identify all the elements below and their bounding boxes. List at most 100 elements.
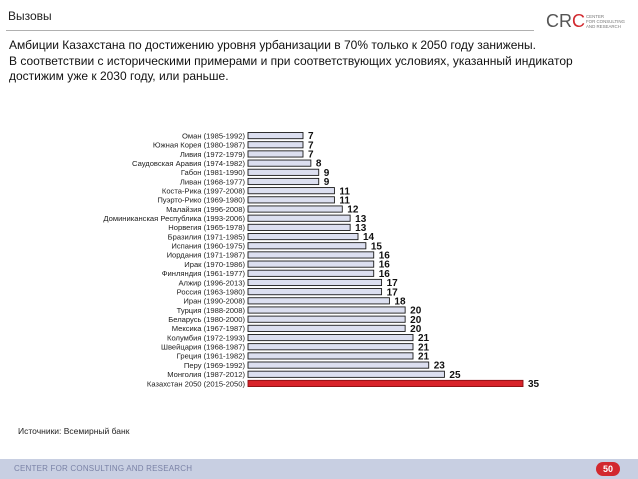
bar-value-label: 7 <box>308 131 314 142</box>
source-note: Источники: Всемирный банк <box>18 426 130 436</box>
bar-value-label: 16 <box>379 260 391 271</box>
category-label: Греция (1961-1982) <box>177 352 246 361</box>
bar-value-label: 17 <box>387 278 399 289</box>
bar-value-label: 21 <box>418 352 430 363</box>
category-label: Ирак (1970-1986) <box>184 260 245 269</box>
bar-value-label: 20 <box>410 315 422 326</box>
bar <box>247 333 414 342</box>
bar <box>247 196 335 204</box>
bar-value-label: 20 <box>410 324 422 335</box>
footer-bar: CENTER FOR CONSULTING AND RESEARCH 50 <box>0 459 638 479</box>
category-label: Пуэрто-Рико (1969-1980) <box>157 196 245 205</box>
page-number-badge: 50 <box>596 462 620 476</box>
category-label: Испания (1960-1975) <box>171 242 245 251</box>
bar-value-label: 7 <box>308 150 314 161</box>
bar-value-label: 16 <box>379 269 391 280</box>
bar <box>247 150 304 158</box>
bar-value-label: 9 <box>324 177 330 188</box>
bar-value-label: 12 <box>347 205 359 216</box>
bar-value-label: 17 <box>387 287 399 298</box>
bar-value-label: 35 <box>528 379 540 390</box>
bar-value-label: 11 <box>339 186 350 197</box>
bar-value-label: 7 <box>308 140 314 151</box>
category-label: Бразилия (1971-1985) <box>168 232 246 241</box>
category-label: Норвегия (1965-1978) <box>168 223 245 232</box>
category-label: Монголия (1987-2012) <box>167 370 245 379</box>
bar-value-label: 11 <box>339 195 350 206</box>
bar-value-label: 23 <box>434 361 446 372</box>
category-label: Оман (1985-1992) <box>182 131 245 140</box>
footer-text: CENTER FOR CONSULTING AND RESEARCH <box>14 464 193 473</box>
bar <box>247 324 406 332</box>
bar-value-label: 20 <box>410 306 422 317</box>
bar-value-label: 16 <box>379 251 391 262</box>
bar-highlight <box>247 379 524 388</box>
bar <box>247 159 312 167</box>
bar <box>247 233 359 241</box>
bar <box>247 242 367 250</box>
slide-section-title: Вызовы <box>8 9 52 23</box>
bar-value-label: 9 <box>324 168 330 179</box>
category-label: Южная Корея (1980-1987) <box>153 141 246 150</box>
bar <box>247 361 430 369</box>
category-label: Турция (1988-2008) <box>177 306 246 315</box>
bar <box>247 205 343 213</box>
bar <box>247 141 304 149</box>
logo-mark-accent: C <box>572 11 585 31</box>
bar-value-label: 13 <box>355 223 367 234</box>
category-label: Коста-Рика (1997-2008) <box>162 186 246 195</box>
bar <box>247 269 375 277</box>
bar <box>247 177 320 186</box>
chart-svg: Оман (1985-1992) 7 Южная Корея (1980-1987)… <box>103 131 540 390</box>
category-label: Мексика (1967-1987) <box>172 324 246 333</box>
category-label: Ливия (1972-1979) <box>180 150 246 159</box>
category-label: Беларусь (1980-2000) <box>168 315 245 324</box>
bar <box>247 288 383 296</box>
category-label: Швейцария (1968-1987) <box>161 343 245 352</box>
bar <box>247 214 351 222</box>
bar <box>247 251 375 259</box>
logo-mark-prefix: CR <box>546 11 572 31</box>
header-divider <box>6 30 534 31</box>
company-logo: CRC CENTER FOR CONSULTING AND RESEARCH <box>546 11 632 35</box>
bar <box>247 306 406 314</box>
bar-value-label: 8 <box>316 159 322 170</box>
category-label: Ливан (1968-1977) <box>180 177 246 186</box>
category-label: Колумбия (1972-1993) <box>167 333 245 342</box>
bar-value-label: 13 <box>355 214 367 225</box>
category-label: Алжир (1996-2013) <box>178 278 245 287</box>
urbanization-bar-chart: Оман (1985-1992) 7 Южная Корея (1980-1987)… <box>0 128 638 413</box>
logo-mark: CRC <box>546 11 585 32</box>
bar-value-label: 15 <box>371 241 383 252</box>
category-label: Финляндия (1961-1977) <box>162 269 246 278</box>
bar <box>247 187 335 195</box>
bar <box>247 260 375 268</box>
bar-value-label: 25 <box>449 370 461 381</box>
bar <box>247 315 406 323</box>
bar-value-label: 14 <box>363 232 375 243</box>
bar <box>247 297 390 305</box>
category-label: Габон (1981-1990) <box>181 168 246 177</box>
bar <box>247 168 320 176</box>
category-label: Доминиканская Республика (1993-2006) <box>103 214 245 223</box>
bar-value-label: 18 <box>394 296 406 307</box>
category-label: Иран (1990-2008) <box>183 297 245 306</box>
subtitle-line-2: В соответствии с историческими примерами… <box>9 53 573 84</box>
bar-value-label: 21 <box>418 333 430 344</box>
subtitle-line-1: Амбиции Казахстана по достижению уровня … <box>9 38 537 52</box>
bar <box>247 343 414 351</box>
bar-value-label: 21 <box>418 342 430 353</box>
category-label: Перу (1969-1992) <box>184 361 246 370</box>
bar <box>247 132 304 140</box>
bar <box>247 370 445 378</box>
bar <box>247 223 351 231</box>
bar <box>247 352 414 360</box>
category-label: Казахстан 2050 (2015-2050) <box>147 379 246 388</box>
category-label: Иордания (1971-1987) <box>167 251 246 260</box>
bar <box>247 278 383 287</box>
category-label: Россия (1963-1980) <box>177 287 246 296</box>
category-label: Малайзия (1996-2008) <box>166 205 245 214</box>
slide-subtitle: Амбиции Казахстана по достижению уровня … <box>9 38 629 85</box>
logo-text: CENTER FOR CONSULTING AND RESEARCH <box>586 14 625 30</box>
category-label: Саудовская Аравия (1974-1982) <box>132 159 245 168</box>
